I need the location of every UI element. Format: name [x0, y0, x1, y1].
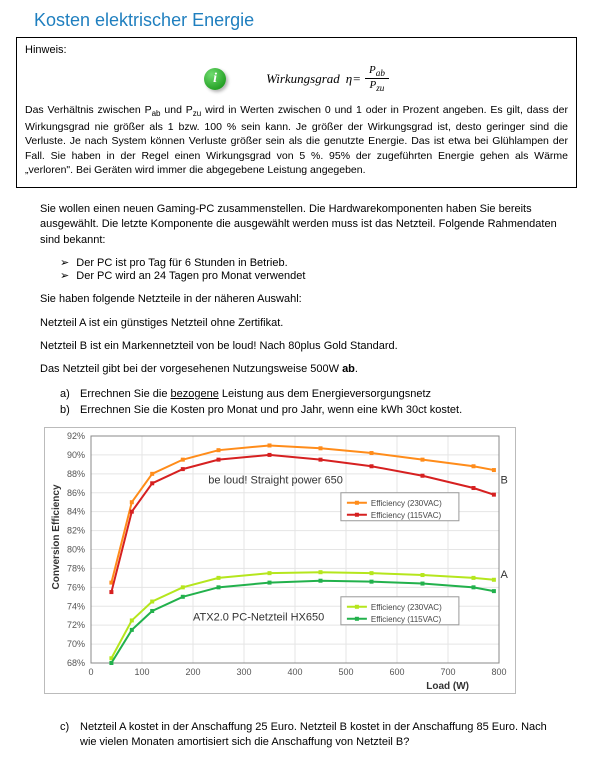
task-a-label: a)	[60, 386, 80, 403]
intro-text: Sie wollen einen neuen Gaming-PC zusamme…	[40, 202, 561, 248]
task-b-text: Errechnen Sie die Kosten pro Monat und p…	[80, 402, 462, 419]
svg-text:800: 800	[491, 667, 506, 677]
svg-text:be loud! Straight power 650: be loud! Straight power 650	[208, 474, 343, 486]
svg-text:82%: 82%	[67, 525, 85, 535]
svg-text:76%: 76%	[67, 582, 85, 592]
svg-text:70%: 70%	[67, 639, 85, 649]
svg-text:74%: 74%	[67, 601, 85, 611]
bullet-list: Der PC ist pro Tag für 6 Stunden in Betr…	[16, 256, 577, 282]
efficiency-chart: 0 100 200 300 400 500 600 700 800 68% 70% 72% 74% 76%…	[44, 427, 516, 694]
formula: Wirkungsgrad η= Pab Pzu	[266, 64, 389, 93]
hint-text: Das Verhältnis zwischen Pab und Pzu wird…	[25, 103, 568, 177]
svg-text:0: 0	[88, 667, 93, 677]
task-b-label: b)	[60, 402, 80, 419]
task-list-ab: a)Errechnen Sie die bezogene Leistung au…	[60, 386, 561, 419]
psu-a-text: Netzteil A ist ein günstiges Netzteil oh…	[40, 316, 561, 331]
task-c-text: Netzteil A kostet in der Anschaffung 25 …	[80, 720, 561, 751]
svg-text:Efficiency (230VAC): Efficiency (230VAC)	[371, 602, 442, 611]
task-c: c)Netzteil A kostet in der Anschaffung 2…	[60, 720, 561, 751]
hint-label: Hinweis:	[25, 44, 568, 56]
svg-text:Efficiency (115VAC): Efficiency (115VAC)	[371, 510, 442, 519]
svg-text:A: A	[500, 569, 508, 581]
page-title: Kosten elektrischer Energie	[34, 10, 577, 31]
svg-text:200: 200	[185, 667, 200, 677]
svg-text:Efficiency (230VAC): Efficiency (230VAC)	[371, 498, 442, 507]
hint-box: Hinweis: i Wirkungsgrad η= Pab Pzu Das V…	[16, 37, 577, 188]
info-icon: i	[204, 68, 226, 90]
output-text: Das Netzteil gibt bei der vorgesehenen N…	[40, 362, 561, 377]
svg-text:78%: 78%	[67, 563, 85, 573]
svg-text:92%: 92%	[67, 431, 85, 441]
svg-text:300: 300	[236, 667, 251, 677]
svg-text:84%: 84%	[67, 506, 85, 516]
svg-text:68%: 68%	[67, 658, 85, 668]
svg-text:90%: 90%	[67, 450, 85, 460]
svg-text:Load (W): Load (W)	[426, 681, 469, 692]
svg-text:B: B	[500, 474, 507, 486]
svg-text:700: 700	[440, 667, 455, 677]
svg-text:Conversion Efficiency: Conversion Efficiency	[51, 484, 62, 589]
svg-text:80%: 80%	[67, 544, 85, 554]
selection-intro: Sie haben folgende Netzteile in der nähe…	[40, 292, 561, 307]
task-a-text: Errechnen Sie die bezogene Leistung aus …	[80, 386, 431, 403]
svg-text:400: 400	[287, 667, 302, 677]
formula-label: Wirkungsgrad	[266, 71, 340, 87]
svg-text:500: 500	[338, 667, 353, 677]
bullet-2: Der PC wird an 24 Tagen pro Monat verwen…	[60, 269, 577, 282]
svg-text:72%: 72%	[67, 620, 85, 630]
eta-symbol: η=	[346, 71, 361, 87]
task-c-label: c)	[60, 720, 80, 751]
svg-text:86%: 86%	[67, 487, 85, 497]
bullet-1: Der PC ist pro Tag für 6 Stunden in Betr…	[60, 256, 577, 269]
svg-text:Efficiency (115VAC): Efficiency (115VAC)	[371, 614, 442, 623]
svg-text:600: 600	[389, 667, 404, 677]
svg-text:88%: 88%	[67, 469, 85, 479]
svg-text:100: 100	[134, 667, 149, 677]
psu-b-text: Netzteil B ist ein Markennetzteil von be…	[40, 339, 561, 354]
fraction: Pab Pzu	[365, 64, 389, 93]
svg-text:ATX2.0 PC-Netzteil HX650: ATX2.0 PC-Netzteil HX650	[193, 611, 324, 623]
formula-row: i Wirkungsgrad η= Pab Pzu	[25, 64, 568, 93]
